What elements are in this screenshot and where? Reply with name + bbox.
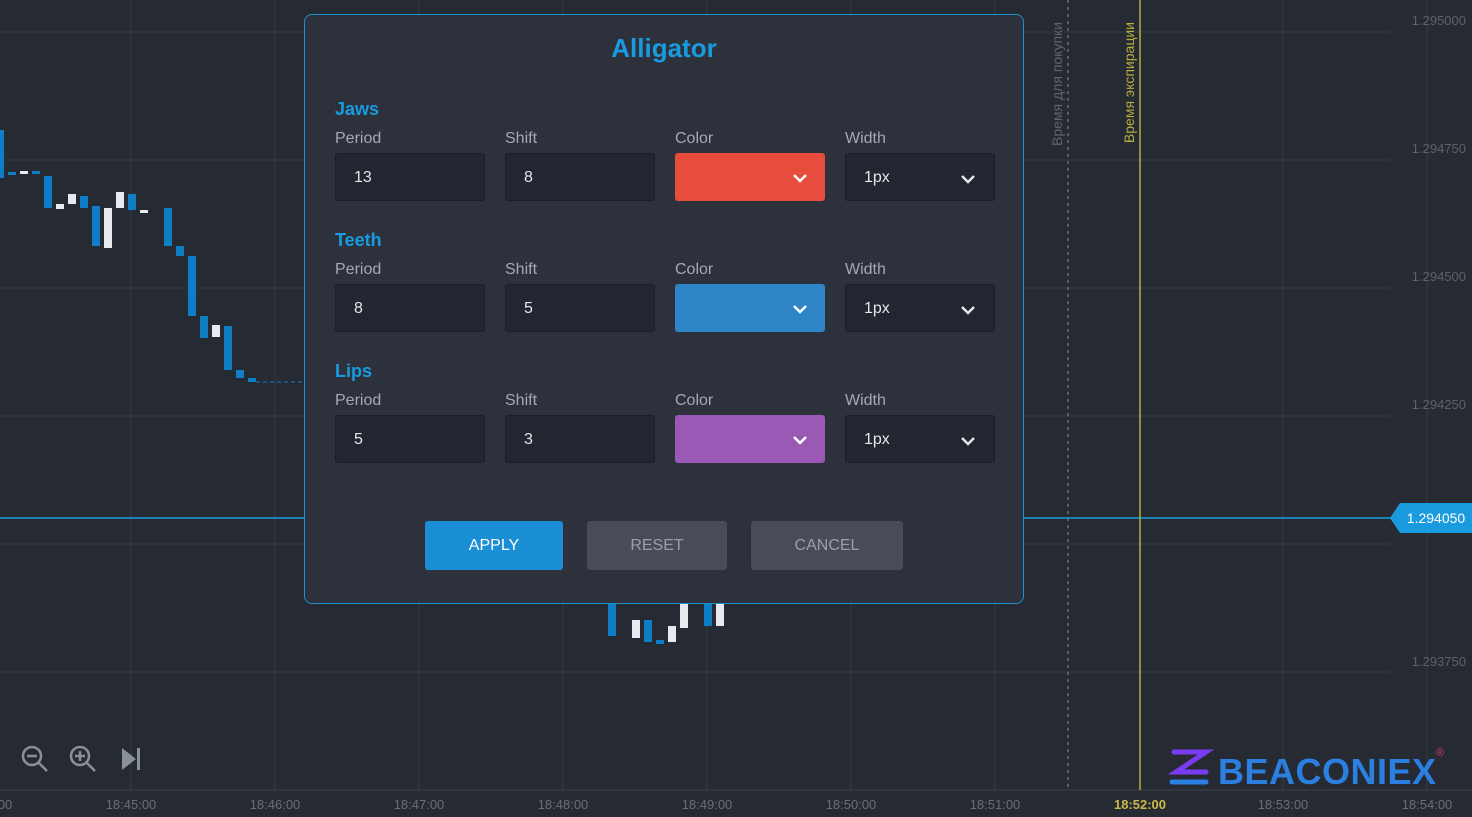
time-label: 00 <box>0 797 12 812</box>
color-select[interactable] <box>675 153 825 201</box>
candles <box>0 130 724 644</box>
section-title: Jaws <box>335 99 380 119</box>
current-price: 1.294050 <box>1407 510 1466 526</box>
time-label: 18:54:00 <box>1402 797 1453 812</box>
width-select[interactable]: 1px <box>845 415 995 463</box>
candle <box>92 206 100 246</box>
field-label: Period <box>335 261 382 278</box>
chevron <box>961 306 975 315</box>
logo-icon <box>1167 749 1215 785</box>
candle <box>20 171 28 174</box>
candle <box>68 194 76 204</box>
marker-label: Время для покупки <box>1049 22 1065 146</box>
candle <box>140 210 148 213</box>
candle <box>656 640 664 644</box>
number-input[interactable]: 5 <box>505 284 655 332</box>
chevron <box>961 175 975 184</box>
candle <box>248 378 256 382</box>
zoom-in[interactable] <box>69 745 96 772</box>
time-label: 18:51:00 <box>970 797 1021 812</box>
candle <box>104 208 112 248</box>
field-label: Color <box>675 130 714 147</box>
time-label: 18:52:00 <box>1114 797 1166 812</box>
button[interactable]: CANCEL <box>751 521 903 570</box>
time-label: 18:46:00 <box>250 797 301 812</box>
candle <box>44 176 52 208</box>
candle <box>668 626 676 642</box>
field-label: Shift <box>505 392 538 409</box>
scroll-end[interactable] <box>122 748 140 770</box>
candle <box>716 604 724 626</box>
candle <box>644 620 652 642</box>
price-label: 1.294250 <box>1412 397 1466 412</box>
price-label: 1.294750 <box>1412 141 1466 156</box>
price-label: 1.293750 <box>1412 654 1466 669</box>
candle <box>128 194 136 210</box>
price-label: 1.295000 <box>1412 13 1466 28</box>
candle <box>200 316 208 338</box>
candle <box>164 208 172 246</box>
logo-text: BEACONIEX <box>1218 751 1436 792</box>
number-input[interactable]: 8 <box>335 284 485 332</box>
candle <box>680 604 688 628</box>
time-label: 18:47:00 <box>394 797 445 812</box>
price-label: 1.294500 <box>1412 269 1466 284</box>
chevron <box>961 437 975 446</box>
alligator-dialog: Alligator Jaws Period 13 Shift 8 Color Width 1p… <box>304 14 1024 604</box>
candle <box>188 256 196 316</box>
field-label: Shift <box>505 261 538 278</box>
width-select[interactable]: 1px <box>845 153 995 201</box>
chevron <box>793 305 807 314</box>
field-label: Color <box>675 392 714 409</box>
candle <box>632 620 640 638</box>
time-label: 18:49:00 <box>682 797 733 812</box>
button[interactable]: RESET <box>587 521 727 570</box>
zoom-controls <box>21 745 140 772</box>
field-label: Width <box>845 130 886 147</box>
marker-label: Время экспирации <box>1121 22 1137 143</box>
candle <box>704 604 712 626</box>
number-input[interactable]: 8 <box>505 153 655 201</box>
dialog-title: Alligator <box>611 33 717 63</box>
field-label: Color <box>675 261 714 278</box>
number-input[interactable]: 13 <box>335 153 485 201</box>
chevron <box>793 436 807 445</box>
color-select[interactable] <box>675 284 825 332</box>
number-input[interactable]: 5 <box>335 415 485 463</box>
candle <box>56 204 64 209</box>
candle <box>8 172 16 175</box>
candle <box>80 196 88 208</box>
field-label: Width <box>845 392 886 409</box>
current-price-tag <box>1390 503 1472 533</box>
color-select[interactable] <box>675 415 825 463</box>
time-label: 18:50:00 <box>826 797 877 812</box>
logo-mark: ® <box>1436 747 1444 759</box>
zoom-out[interactable] <box>21 745 48 772</box>
chevron <box>793 174 807 183</box>
time-label: 18:45:00 <box>106 797 157 812</box>
section-title: Teeth <box>335 230 382 250</box>
candle <box>116 192 124 208</box>
candle <box>236 370 244 378</box>
number-input[interactable]: 3 <box>505 415 655 463</box>
candle <box>212 325 220 337</box>
time-label: 18:48:00 <box>538 797 589 812</box>
candle <box>32 171 40 174</box>
field-label: Period <box>335 130 382 147</box>
candle <box>176 246 184 256</box>
width-select[interactable]: 1px <box>845 284 995 332</box>
candle <box>608 604 616 636</box>
section-title: Lips <box>335 361 373 381</box>
candle <box>224 326 232 370</box>
field-label: Period <box>335 392 382 409</box>
field-label: Width <box>845 261 886 278</box>
time-label: 18:53:00 <box>1258 797 1309 812</box>
button[interactable]: APPLY <box>425 521 563 570</box>
field-label: Shift <box>505 130 538 147</box>
